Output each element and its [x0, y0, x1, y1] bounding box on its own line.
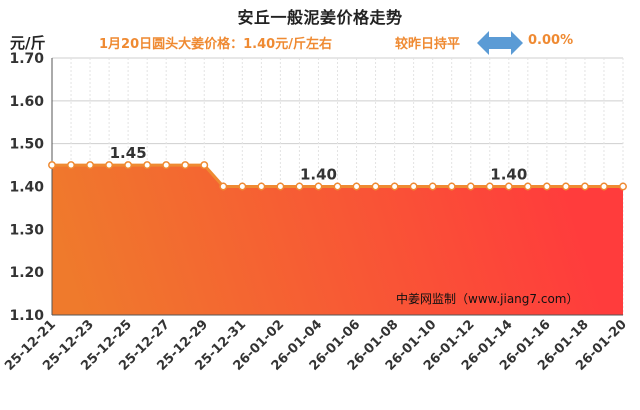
- data-point: [352, 182, 361, 191]
- data-point: [219, 182, 228, 191]
- data-point: [200, 161, 209, 170]
- data-point: [314, 182, 323, 191]
- price-change: 0.00%: [528, 33, 574, 48]
- price-status: 较昨日持平: [395, 37, 461, 52]
- data-point: [485, 182, 494, 191]
- data-point: [371, 182, 380, 191]
- data-point: [523, 182, 532, 191]
- y-tick-label: 1.20: [9, 265, 44, 281]
- y-tick-label: 1.30: [9, 222, 44, 238]
- data-point: [428, 182, 437, 191]
- data-point: [295, 182, 304, 191]
- data-point: [561, 182, 570, 191]
- data-point: [105, 161, 114, 170]
- data-point: [409, 182, 418, 191]
- data-point: [124, 161, 133, 170]
- y-tick-label: 1.40: [9, 180, 44, 196]
- data-point: [48, 161, 56, 170]
- y-tick-label: 1.10: [9, 308, 44, 324]
- data-point: [542, 182, 551, 191]
- data-point: [257, 182, 266, 191]
- y-axis-label: 元/斤: [10, 34, 46, 52]
- double-arrow-icon: [477, 31, 523, 55]
- y-tick-label: 1.50: [9, 137, 44, 153]
- data-point: [619, 182, 627, 191]
- data-point: [67, 161, 75, 170]
- data-point: [504, 182, 513, 191]
- data-point: [447, 182, 456, 191]
- data-point: [466, 182, 475, 191]
- data-point: [238, 182, 247, 191]
- y-tick-label: 1.70: [9, 51, 44, 67]
- chart-title: 安丘一般泥姜价格走势: [237, 8, 403, 27]
- price-area: [52, 165, 623, 315]
- y-tick-label: 1.60: [9, 94, 44, 110]
- data-label: 1.40: [490, 166, 527, 184]
- data-point: [86, 161, 95, 170]
- data-point: [390, 182, 399, 191]
- data-point: [181, 161, 190, 170]
- data-label: 1.45: [110, 144, 147, 162]
- price-summary: 1月20日圆头大姜价格：1.40元/斤左右: [99, 37, 332, 52]
- data-label: 1.40: [300, 166, 337, 184]
- data-point: [580, 182, 589, 191]
- data-point: [333, 182, 342, 191]
- data-point: [276, 182, 285, 191]
- data-point: [143, 161, 152, 170]
- data-point: [600, 182, 608, 191]
- data-point: [162, 161, 171, 170]
- watermark: 中姜网监制（www.jiang7.com）: [396, 291, 578, 306]
